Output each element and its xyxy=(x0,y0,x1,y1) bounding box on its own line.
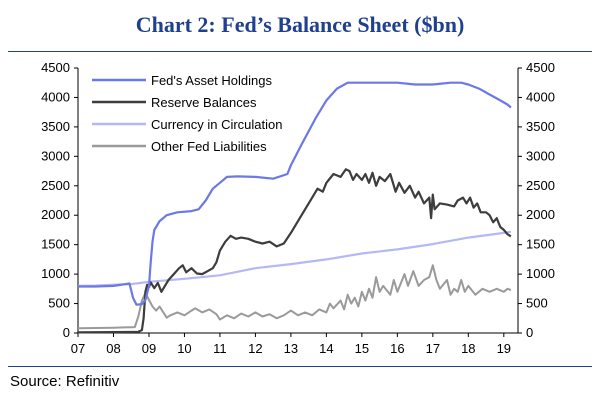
series-line-other-fed-liabilities xyxy=(77,264,512,330)
x-tick-label: 13 xyxy=(284,341,298,356)
x-tick-label: 19 xyxy=(497,341,511,356)
y-tick-label-right: 1500 xyxy=(526,237,555,252)
y-tick-label-right: 4000 xyxy=(526,89,555,104)
series-line-fed-s-asset-holdings xyxy=(78,81,512,306)
x-tick-label: 12 xyxy=(248,341,262,356)
y-tick-label-left: 3500 xyxy=(41,119,70,134)
y-tick-label-left: 1500 xyxy=(41,237,70,252)
legend-label: Currency in Circulation xyxy=(151,117,283,132)
source-rule xyxy=(8,366,592,367)
y-tick-label-right: 2000 xyxy=(526,207,555,222)
y-tick-label-left: 0 xyxy=(63,325,70,340)
x-tick-label: 16 xyxy=(390,341,404,356)
y-tick-label-right: 1000 xyxy=(526,266,555,281)
y-tick-label-left: 4000 xyxy=(41,89,70,104)
x-tick-label: 11 xyxy=(213,341,227,356)
x-tick-label: 10 xyxy=(177,341,191,356)
x-tick-label: 09 xyxy=(142,341,156,356)
chart-title: Chart 2: Fed’s Balance Sheet ($bn) xyxy=(135,12,465,37)
source-note: Source: Refinitiv xyxy=(10,373,120,390)
y-tick-label-right: 500 xyxy=(526,296,548,311)
series-line-reserve-balances xyxy=(77,168,512,334)
x-tick-label: 14 xyxy=(319,341,333,356)
legend-label: Fed's Asset Holdings xyxy=(151,73,272,88)
y-tick-label-right: 2500 xyxy=(526,178,555,193)
x-tick-label: 17 xyxy=(426,341,440,356)
legend-label: Reserve Balances xyxy=(151,95,257,110)
y-tick-label-left: 500 xyxy=(48,296,70,311)
legend-label: Other Fed Liabilities xyxy=(151,139,267,154)
y-tick-label-left: 2500 xyxy=(41,178,70,193)
x-tick-label: 07 xyxy=(71,341,85,356)
y-tick-label-right: 3000 xyxy=(526,148,555,163)
x-tick-label: 18 xyxy=(461,341,475,356)
y-tick-label-right: 3500 xyxy=(526,119,555,134)
y-tick-label-left: 2000 xyxy=(41,207,70,222)
y-tick-label-left: 3000 xyxy=(41,148,70,163)
title-rule xyxy=(8,51,592,52)
x-tick-label: 15 xyxy=(355,341,369,356)
x-tick-label: 08 xyxy=(106,341,120,356)
y-tick-label-right: 4500 xyxy=(526,60,555,75)
y-tick-label-left: 4500 xyxy=(41,60,70,75)
y-tick-label-right: 0 xyxy=(526,325,533,340)
series-line-currency-in-circulation xyxy=(77,230,512,287)
y-tick-label-left: 1000 xyxy=(41,266,70,281)
